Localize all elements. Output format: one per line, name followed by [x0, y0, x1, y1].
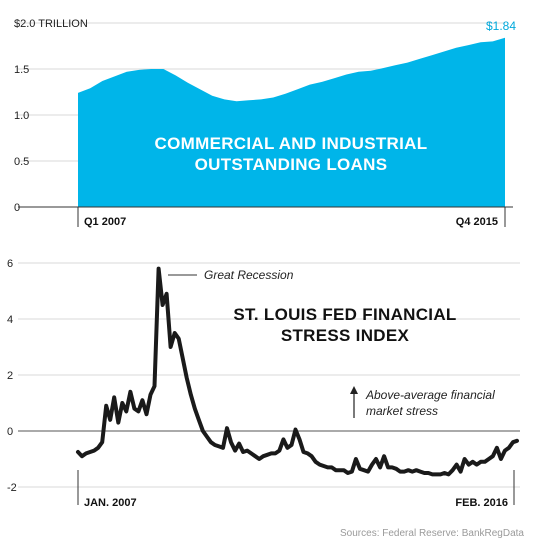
stress-y-tick-label: 6 — [7, 258, 13, 270]
loans-end-value-label: $1.84 — [486, 19, 516, 33]
loans-y-tick-label: $2.0 TRILLION — [14, 18, 88, 30]
stress-index-line — [76, 266, 519, 477]
stress-y-tick-label: 0 — [7, 426, 13, 438]
source-note: Sources: Federal Reserve: BankRegData — [340, 528, 524, 539]
loans-y-tick-labels: 0 0.5 1.0 1.5 $2.0 TRILLION — [14, 18, 88, 214]
loans-y-tick-label: 0 — [14, 202, 20, 214]
stress-y-tick-label: 4 — [7, 314, 13, 326]
stress-chart: -2 0 2 4 6 JAN. 2007 FEB. 2016 Great Recessi… — [7, 258, 520, 509]
loans-area — [78, 37, 505, 208]
stress-x-label-start: JAN. 2007 — [84, 497, 137, 509]
stress-title-line-1: ST. LOUIS FED FINANCIAL — [233, 305, 456, 324]
loans-y-tick-label: 1.0 — [14, 110, 29, 122]
stress-y-tick-label: 2 — [7, 370, 13, 382]
loans-y-tick-label: 0.5 — [14, 156, 29, 168]
loans-chart: 00.51.01.5$2.0 TRILLION Q1 2007 Q4 2015 … — [14, 18, 516, 228]
stress-y-tick-labels: -2 0 2 4 6 — [7, 258, 17, 494]
stress-annotation-line-2: market stress — [366, 404, 438, 418]
stress-title-line-2: STRESS INDEX — [281, 326, 410, 345]
stress-gridlines — [18, 262, 520, 488]
loans-title-line-2: OUTSTANDING LOANS — [195, 155, 388, 174]
stress-annotation-line-1: Above-average financial — [365, 388, 495, 402]
peak-annotation: Great Recession — [204, 268, 294, 282]
loans-title-line-1: COMMERCIAL AND INDUSTRIAL — [155, 134, 428, 153]
loans-x-label-start: Q1 2007 — [84, 216, 126, 228]
loans-y-tick-label: 1.5 — [14, 64, 29, 76]
loans-x-label-end: Q4 2015 — [456, 216, 498, 228]
stress-y-tick-label: -2 — [7, 482, 17, 494]
up-arrow-icon — [350, 386, 358, 418]
stress-x-label-end: FEB. 2016 — [455, 497, 508, 509]
